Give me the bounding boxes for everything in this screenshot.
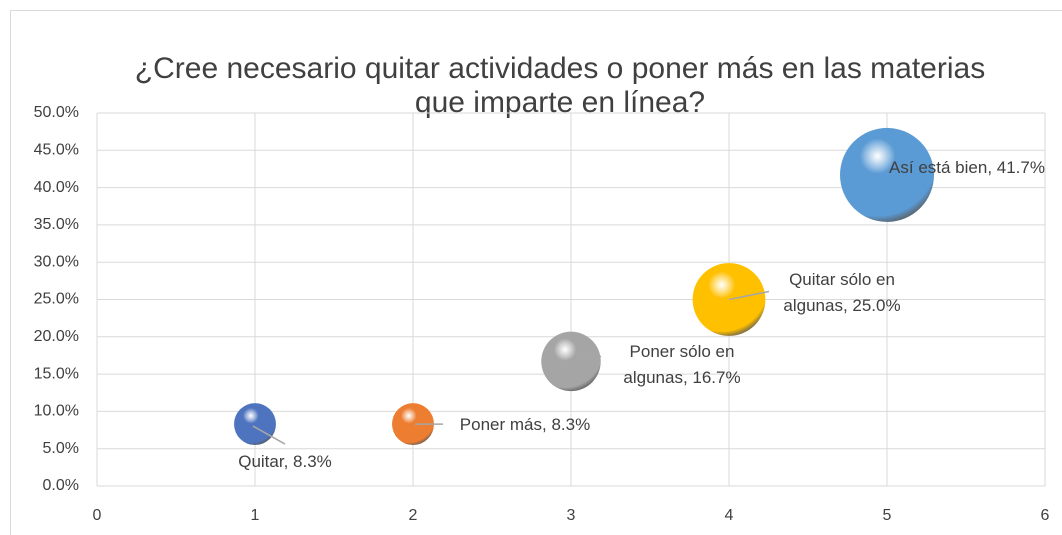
label-wrap: Quitar sólo en algunas, 25.0% — [757, 253, 927, 333]
x-tick-label: 5 — [883, 507, 892, 524]
title-box: ¿Cree necesario quitar actividades o pon… — [134, 52, 986, 119]
y-tick-label: 0.0% — [43, 477, 79, 494]
chart-title: ¿Cree necesario quitar actividades o pon… — [134, 52, 986, 119]
y-tick-label: 50.0% — [34, 104, 79, 121]
leader-line — [570, 355, 602, 363]
data-label: Poner más, 8.3% — [459, 415, 591, 434]
x-tick-label: 4 — [725, 507, 734, 524]
y-tick-label: 45.0% — [34, 142, 79, 159]
y-tick-label: 10.0% — [34, 403, 79, 420]
y-tick-label: 5.0% — [43, 440, 79, 457]
label-box: Quitar sólo en algunas, 25.0% — [757, 253, 927, 333]
y-tick-label: 30.0% — [34, 253, 79, 270]
bubble — [234, 403, 276, 446]
label-wrap: Poner más, 8.3% — [415, 385, 635, 465]
data-label: Quitar sólo en algunas, 25.0% — [783, 270, 901, 315]
label-box: Quitar, 8.3% — [175, 422, 395, 502]
label-wrap: Quitar, 8.3% — [175, 422, 395, 502]
label-box: Poner más, 8.3% — [415, 385, 635, 465]
y-tick-label: 40.0% — [34, 179, 79, 196]
y-tick-label: 20.0% — [34, 328, 79, 345]
data-label: Quitar, 8.3% — [238, 452, 332, 471]
x-tick-label: 1 — [251, 507, 260, 524]
y-tick-label: 35.0% — [34, 216, 79, 233]
leader-line — [252, 425, 286, 445]
label-box: Poner sólo en algunas, 16.7% — [602, 325, 762, 405]
bubble — [392, 403, 434, 446]
bubble — [840, 127, 934, 222]
data-label: Así está bien, 41.7% — [889, 158, 1045, 177]
x-tick-label: 3 — [567, 507, 576, 524]
label-wrap: Poner sólo en algunas, 16.7% — [602, 325, 762, 405]
x-tick-label: 0 — [93, 507, 102, 524]
x-tick-label: 2 — [409, 507, 418, 524]
label-box: Así está bien, 41.7% — [852, 128, 1062, 208]
y-tick-label: 15.0% — [34, 365, 79, 382]
leader-line — [728, 290, 770, 301]
y-tick-label: 25.0% — [34, 291, 79, 308]
x-tick-label: 6 — [1041, 507, 1050, 524]
data-label: Poner sólo en algunas, 16.7% — [623, 342, 741, 387]
label-wrap: Así está bien, 41.7% — [852, 128, 1062, 208]
